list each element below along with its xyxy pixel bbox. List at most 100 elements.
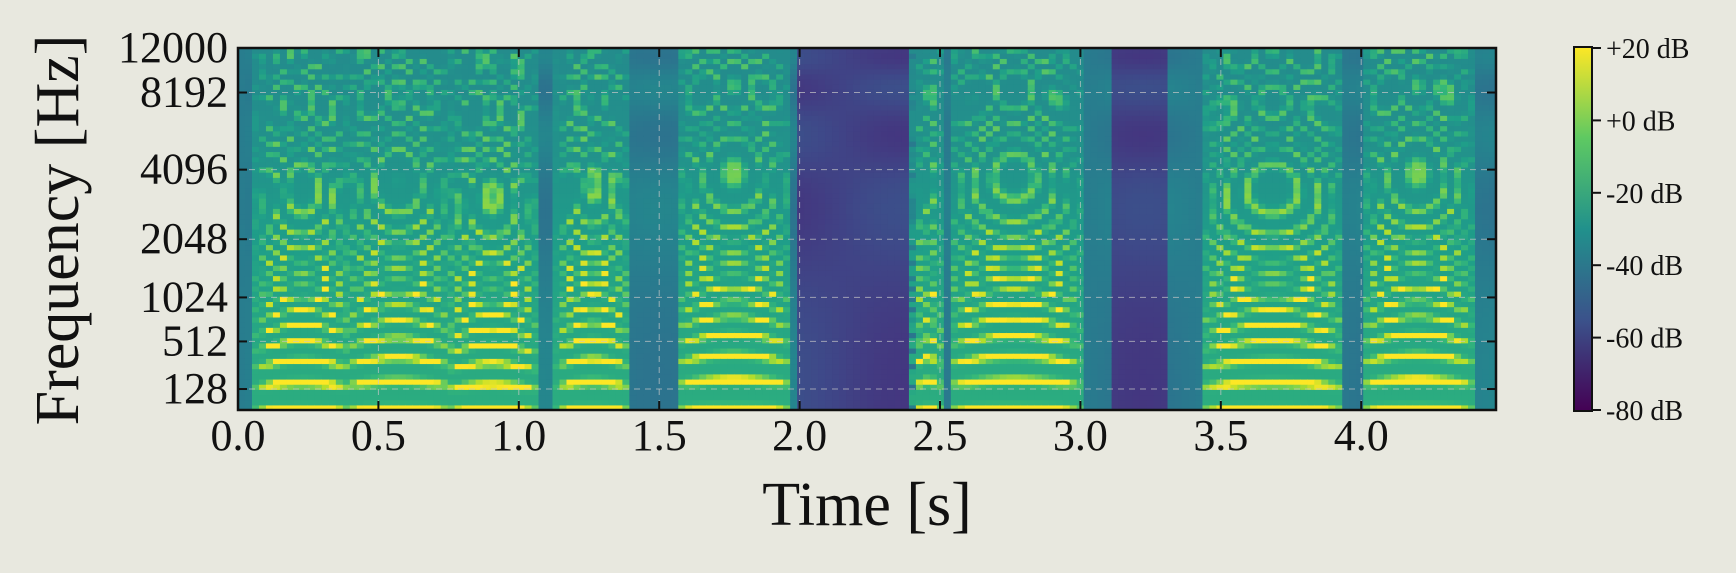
spectrogram-cell xyxy=(552,94,561,101)
spectrogram-cell xyxy=(489,260,498,266)
spectrogram-cell xyxy=(720,363,728,370)
spectrogram-cell xyxy=(468,285,477,292)
spectrogram-cell xyxy=(328,368,337,375)
spectrogram-cell xyxy=(405,110,414,116)
spectrogram-cell xyxy=(552,156,561,163)
spectrogram-cell xyxy=(545,358,554,365)
spectrogram-cell xyxy=(377,311,386,318)
spectrogram-cell xyxy=(272,73,281,80)
spectrogram-cell xyxy=(370,378,379,385)
spectrogram-cell xyxy=(238,301,246,308)
spectrogram-cell xyxy=(692,332,700,339)
spectrogram-cell xyxy=(286,130,295,137)
spectrogram-cell xyxy=(566,161,575,168)
spectrogram-cell xyxy=(538,332,547,339)
spectrogram-cell xyxy=(685,146,693,153)
spectrogram-cell xyxy=(489,389,498,396)
spectrogram-cell xyxy=(587,306,596,313)
spectrogram-cell xyxy=(398,373,407,380)
spectrogram-cell xyxy=(713,115,721,121)
spectrogram-cell xyxy=(573,73,582,80)
spectrogram-cell xyxy=(594,296,603,302)
spectrogram-cell xyxy=(349,125,358,132)
spectrogram-cell xyxy=(412,187,421,194)
spectrogram-cell xyxy=(405,218,414,225)
spectrogram-cell xyxy=(238,58,246,65)
spectrogram-cell xyxy=(524,316,533,323)
spectrogram-cell xyxy=(342,373,351,380)
spectrogram-cell xyxy=(685,177,693,184)
spectrogram-cell xyxy=(335,141,344,147)
spectrogram-cell xyxy=(314,79,323,85)
spectrogram-cell xyxy=(244,135,253,142)
spectrogram-cell xyxy=(377,187,386,194)
spectrogram-cell xyxy=(713,260,721,266)
spectrogram-cell xyxy=(559,265,568,271)
spectrogram-cell xyxy=(566,332,575,339)
spectrogram-cell xyxy=(251,384,260,390)
spectrogram-cell xyxy=(517,384,526,390)
spectrogram-cell xyxy=(384,270,393,277)
spectrogram-cell xyxy=(636,223,644,230)
spectrogram-cell xyxy=(251,218,260,225)
spectrogram-cell xyxy=(573,229,582,235)
spectrogram-cell xyxy=(468,229,477,235)
spectrogram-cell xyxy=(517,285,526,292)
spectrogram-cell xyxy=(279,187,288,194)
spectrogram-cell xyxy=(573,363,582,370)
spectrogram-cell xyxy=(238,270,246,277)
spectrogram-cell xyxy=(636,63,644,70)
spectrogram-cell xyxy=(657,115,665,121)
spectrogram-cell xyxy=(657,280,665,287)
spectrogram-cell xyxy=(482,94,491,101)
spectrogram-cell xyxy=(664,285,672,292)
spectrogram-cell xyxy=(720,265,728,271)
spectrogram-cell xyxy=(370,270,379,277)
spectrogram-cell xyxy=(573,378,582,385)
spectrogram-cell xyxy=(419,84,428,90)
spectrogram-cell xyxy=(454,213,463,220)
spectrogram-cell xyxy=(573,270,582,277)
spectrogram-cell xyxy=(587,378,596,385)
spectrogram-cell xyxy=(265,296,274,302)
spectrogram-cell xyxy=(601,270,610,277)
spectrogram-cell xyxy=(517,58,526,65)
spectrogram-cell xyxy=(538,275,547,282)
spectrogram-cell xyxy=(377,68,386,75)
spectrogram-cell xyxy=(349,280,358,287)
spectrogram-cell xyxy=(685,270,693,277)
spectrogram-cell xyxy=(384,104,393,111)
spectrogram-cell xyxy=(587,223,596,230)
spectrogram-cell xyxy=(510,254,519,261)
spectrogram-cell xyxy=(377,48,386,54)
spectrogram-cell xyxy=(720,84,728,90)
spectrogram-cell xyxy=(706,332,714,339)
spectrogram-cell xyxy=(377,378,386,385)
spectrogram-cell xyxy=(552,141,561,147)
spectrogram-cell xyxy=(636,306,644,313)
spectrogram-cell xyxy=(489,79,498,85)
spectrogram-cell xyxy=(524,347,533,354)
spectrogram-cell xyxy=(300,249,309,256)
spectrogram-cell xyxy=(503,384,512,390)
spectrogram-cell xyxy=(657,141,665,147)
spectrogram-cell xyxy=(314,187,323,194)
spectrogram-cell xyxy=(391,296,400,302)
spectrogram-cell xyxy=(482,135,491,142)
spectrogram-cell xyxy=(538,229,547,235)
spectrogram-cell xyxy=(580,161,589,168)
spectrogram-cell xyxy=(580,373,589,380)
spectrogram-cell xyxy=(699,58,707,65)
spectrogram-cell xyxy=(489,172,498,178)
spectrogram-cell xyxy=(238,146,246,153)
spectrogram-cell xyxy=(363,332,372,339)
spectrogram-cell xyxy=(664,327,672,334)
spectrogram-cell xyxy=(531,177,540,184)
spectrogram-cell xyxy=(524,104,533,111)
spectrogram-cell xyxy=(531,239,540,246)
spectrogram-cell xyxy=(706,89,714,96)
spectrogram-cell xyxy=(713,229,721,235)
spectrogram-cell xyxy=(391,135,400,142)
spectrogram-cell xyxy=(328,166,337,173)
spectrogram-cell xyxy=(426,368,435,375)
